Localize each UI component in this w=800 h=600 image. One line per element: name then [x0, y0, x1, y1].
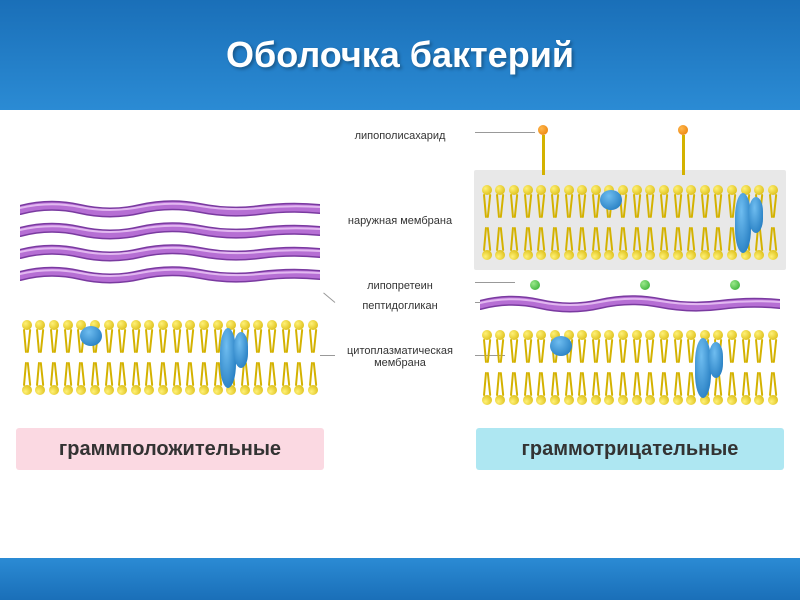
lipid-row [480, 368, 780, 405]
membrane-protein-icon [550, 336, 572, 356]
caption-gram-positive-text: граммположительные [59, 438, 281, 461]
content-area: липополисахарид наружная мембрана липопр… [0, 110, 800, 600]
lps-icon [540, 130, 546, 175]
peptidoglycan-thin [480, 295, 780, 313]
diagram-area: липополисахарид наружная мембрана липопр… [10, 120, 790, 550]
lipoprotein-icon [730, 280, 740, 290]
cytoplasmic-membrane-right [480, 330, 780, 405]
footer-band [0, 558, 800, 600]
caption-gram-positive: граммположительные [16, 428, 324, 470]
membrane-protein-icon [709, 342, 723, 378]
label-outer-membrane: наружная мембрана [325, 215, 475, 227]
lipid-row [20, 358, 320, 395]
cytoplasmic-membrane-left [20, 320, 320, 395]
membrane-protein-icon [80, 326, 102, 346]
lipid-row [480, 330, 780, 367]
peptidoglycan-thick [20, 200, 320, 288]
label-peptidoglycan: пептидогликан [325, 300, 475, 312]
page-title: Оболочка бактерий [226, 34, 574, 76]
header: Оболочка бактерий [0, 0, 800, 110]
outer-membrane [480, 185, 780, 260]
lipoprotein-icon [640, 280, 650, 290]
label-lps: липополисахарид [325, 130, 475, 142]
panel-gram-negative: граммотрицательные [480, 130, 780, 520]
lps-icon [680, 130, 686, 175]
label-lipoprotein: липопретеин [325, 280, 475, 292]
pointer-line [320, 355, 335, 356]
membrane-protein-icon [749, 197, 763, 233]
lipid-row [20, 320, 320, 357]
lipoprotein-icon [530, 280, 540, 290]
panel-gram-positive: граммположительные [20, 160, 320, 520]
caption-gram-negative: граммотрицательные [476, 428, 784, 470]
membrane-protein-icon [600, 190, 622, 210]
label-cytoplasmic-membrane: цитоплазматическая мембрана [325, 345, 475, 369]
membrane-protein-icon [234, 332, 248, 368]
caption-gram-negative-text: граммотрицательные [522, 438, 739, 461]
